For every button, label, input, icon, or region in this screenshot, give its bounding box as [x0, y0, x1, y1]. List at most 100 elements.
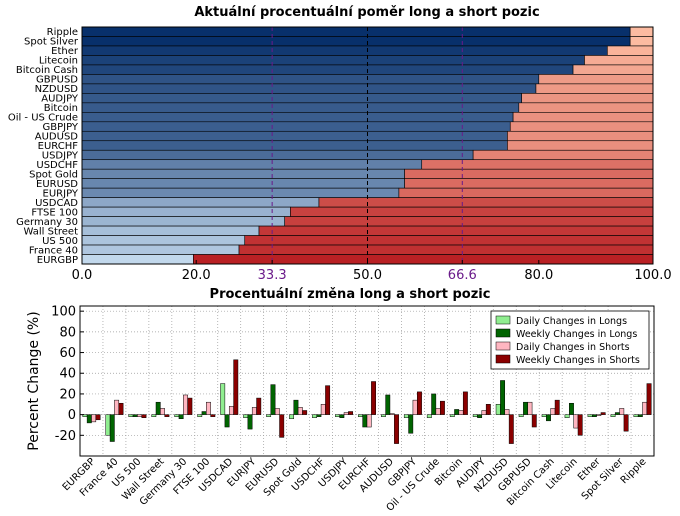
short-bar — [518, 102, 654, 113]
short-bar — [404, 178, 654, 189]
short-bar — [584, 55, 654, 66]
short-bar — [521, 93, 654, 104]
legend-swatch — [495, 315, 511, 325]
change-bar — [137, 414, 143, 417]
top-category-label: NZDUSD — [35, 84, 79, 95]
change-bar — [371, 381, 376, 415]
top-category-label: US 500 — [42, 236, 78, 247]
y-tick-label: 0 — [68, 408, 76, 423]
top-chart-bars — [81, 26, 654, 265]
change-bar — [160, 408, 165, 415]
x-tick-label: 100.0 — [634, 268, 671, 283]
top-category-label: EURGBP — [37, 255, 78, 266]
change-bar — [637, 414, 643, 417]
long-bar — [81, 64, 574, 75]
change-bar — [348, 411, 354, 415]
short-bar — [538, 74, 654, 85]
long-bar — [81, 168, 405, 179]
change-bar — [518, 414, 524, 417]
top-category-label: EURUSD — [36, 179, 78, 190]
long-bar — [81, 149, 474, 161]
change-bar — [197, 414, 203, 417]
change-bar — [206, 401, 211, 415]
change-bar — [201, 411, 207, 415]
change-bar — [577, 414, 583, 436]
change-bar — [266, 414, 272, 417]
change-bar — [642, 401, 648, 415]
change-bar — [243, 414, 249, 418]
bottom-chart-legend: Daily Changes in Longs Weekly Changes in … — [490, 310, 650, 370]
change-bar — [472, 414, 478, 417]
top-category-label: Bitcoin — [44, 103, 78, 114]
change-bar — [114, 399, 120, 415]
top-category-label: Bitcoin Cash — [16, 65, 78, 76]
top-chart-x-ticks: 0.0 20.0 33.3 50.0 66.6 80.0 100.0 — [72, 260, 672, 283]
change-bar — [527, 401, 533, 415]
change-bar — [247, 414, 253, 430]
change-bar — [462, 391, 468, 415]
change-bar — [412, 399, 418, 415]
change-bar — [335, 414, 340, 417]
change-bar — [256, 397, 262, 415]
change-bar — [426, 414, 432, 418]
long-bar — [81, 159, 423, 170]
x-tick-label: 0.0 — [72, 268, 93, 283]
change-bar — [554, 399, 560, 415]
change-bar — [187, 397, 193, 415]
long-bar — [81, 102, 520, 113]
change-bar — [477, 414, 483, 418]
change-bar — [293, 399, 299, 415]
change-bar — [646, 383, 652, 415]
change-bar — [569, 402, 574, 415]
top-category-label: AUDJPY — [41, 94, 79, 105]
change-bar — [485, 404, 491, 415]
long-bar — [81, 55, 585, 66]
long-bar — [81, 206, 291, 217]
short-bar — [238, 244, 654, 255]
x-category-label: Ripple — [619, 456, 649, 486]
long-bar — [81, 74, 540, 85]
change-bar — [619, 408, 625, 415]
legend-swatch — [495, 341, 511, 351]
change-bar — [155, 401, 161, 415]
change-bar — [431, 393, 437, 415]
short-bar — [284, 216, 654, 227]
change-bar — [210, 414, 216, 417]
change-bar — [183, 394, 188, 415]
change-bar — [302, 410, 308, 415]
change-bar — [380, 414, 386, 417]
long-bar — [81, 244, 240, 255]
change-bar — [541, 414, 547, 417]
x-tick-label: 80.0 — [524, 268, 553, 283]
long-bar — [81, 26, 631, 37]
short-bar — [507, 130, 654, 142]
top-category-label: Wall Street — [24, 226, 79, 237]
top-category-label: USDCHF — [36, 160, 78, 171]
top-category-label: Spot Gold — [29, 169, 78, 180]
top-category-label: Ripple — [47, 27, 78, 38]
change-bar — [587, 414, 593, 417]
change-bar — [362, 414, 368, 428]
change-bar — [508, 414, 514, 444]
y-tick-label: 80 — [59, 325, 76, 340]
change-bar — [233, 359, 239, 415]
change-bar — [623, 414, 629, 432]
top-category-label: Germany 30 — [16, 217, 78, 228]
change-bar — [95, 414, 101, 421]
change-bar — [316, 414, 322, 417]
change-bar — [591, 414, 597, 417]
change-bar — [174, 414, 180, 417]
short-bar — [512, 112, 654, 123]
short-bar — [421, 159, 654, 170]
short-bar — [472, 149, 654, 161]
top-category-label: EURJPY — [43, 188, 79, 199]
change-bar — [312, 414, 317, 418]
change-bar — [596, 414, 602, 416]
legend-label: Daily Changes in Longs — [516, 316, 627, 327]
top-category-label: FTSE 100 — [31, 207, 78, 218]
long-bar — [81, 216, 286, 227]
long-bar — [81, 112, 514, 123]
bottom-chart-title: Procentuální změna long a short pozic — [210, 287, 491, 302]
top-category-label: Litecoin — [39, 56, 78, 67]
